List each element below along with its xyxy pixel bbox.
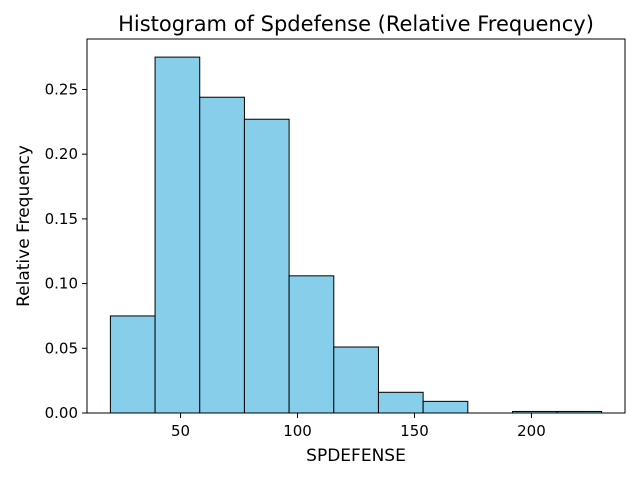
bars-group bbox=[109, 56, 603, 414]
x-tick-label: 200 bbox=[517, 422, 546, 440]
y-tick-label: 0.00 bbox=[45, 404, 78, 422]
histogram-bar bbox=[109, 315, 156, 414]
y-tick-label: 0.05 bbox=[45, 339, 78, 357]
plot-frame bbox=[86, 38, 626, 414]
histogram-bar bbox=[154, 56, 201, 414]
histogram-bar bbox=[422, 400, 469, 414]
histogram-bar bbox=[288, 275, 335, 414]
chart-title: Histogram of Spdefense (Relative Frequen… bbox=[118, 12, 594, 36]
x-tick-label: 150 bbox=[400, 422, 429, 440]
histogram-bar bbox=[377, 391, 424, 414]
x-axis-label: SPDEFENSE bbox=[306, 446, 406, 466]
ticks-group: 50 100 150 200 0.00 0.05 0.10 0.15 0.20 0.25 bbox=[45, 80, 546, 440]
y-axis-label: Relative Frequency bbox=[14, 145, 34, 307]
histogram-bar bbox=[199, 96, 245, 414]
y-tick-label: 0.25 bbox=[45, 80, 78, 98]
x-tick-label: 50 bbox=[171, 422, 190, 440]
histogram-bar bbox=[243, 118, 290, 414]
y-tick-label: 0.10 bbox=[45, 275, 78, 293]
x-tick-label: 100 bbox=[283, 422, 312, 440]
y-tick-label: 0.15 bbox=[45, 210, 78, 228]
y-tick-label: 0.20 bbox=[45, 145, 78, 163]
histogram-bar bbox=[333, 346, 379, 414]
